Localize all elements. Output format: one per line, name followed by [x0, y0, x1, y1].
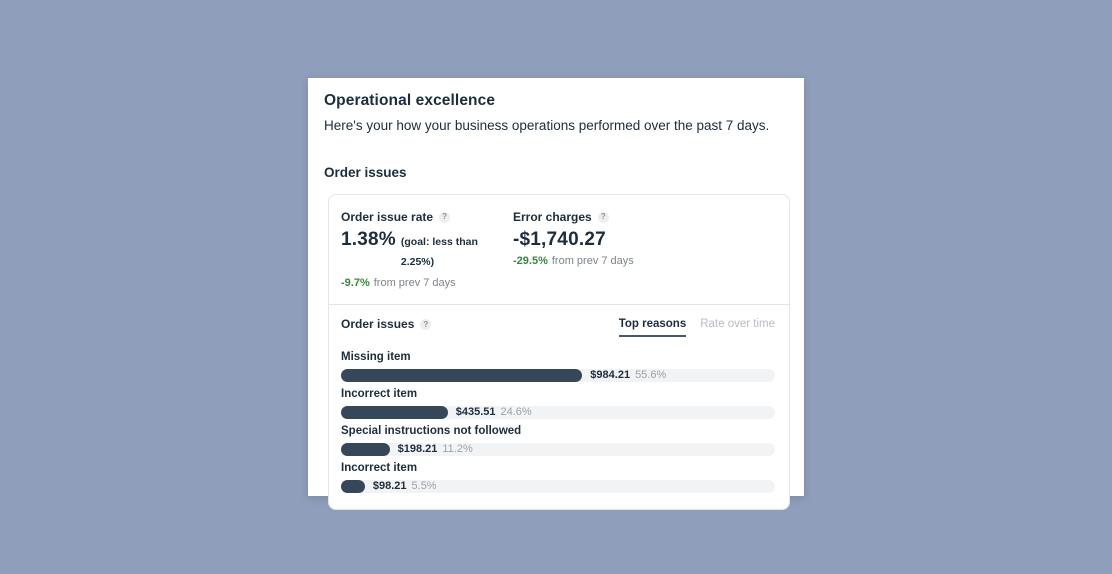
- chart-tabs: Top reasons Rate over time: [618, 317, 775, 337]
- bar-fill: [341, 406, 448, 419]
- page-subtitle: Here's your how your business operations…: [324, 118, 770, 133]
- bar-track: $98.21 5.5%: [341, 480, 775, 493]
- stat-trend: -29.5% from prev 7 days: [513, 254, 634, 268]
- bar-fill: [341, 369, 583, 382]
- stat-order-issue-rate: Order issue rate ? 1.38% (goal: less tha…: [341, 210, 513, 290]
- bar-value-label: $435.51 24.6%: [456, 406, 532, 419]
- bar-category-label: Special instructions not followed: [341, 425, 522, 437]
- bar-fill: [341, 443, 390, 456]
- bar-percent: 55.6%: [635, 369, 667, 381]
- tab-rate-over-time[interactable]: Rate over time: [700, 318, 775, 330]
- trend-value: -9.7%: [341, 277, 370, 289]
- chart-title: Order issues: [341, 317, 415, 331]
- chart-header: Order issues ? Top reasons Rate over tim…: [341, 317, 775, 337]
- stat-label: Error charges: [513, 210, 592, 224]
- stat-error-charges: Error charges ? -$1,740.27 -29.5% from pr…: [513, 210, 634, 290]
- bar-amount: $435.51: [455, 406, 496, 418]
- bar-category-label: Incorrect item: [341, 462, 418, 474]
- bar-category-label: Incorrect item: [341, 388, 418, 400]
- stat-label: Order issue rate: [341, 210, 434, 224]
- bar-percent: 5.5%: [411, 480, 437, 492]
- section-title-order-issues: Order issues: [324, 165, 407, 180]
- trend-text: from prev 7 days: [551, 255, 634, 267]
- bar-row-special-instructions: Special instructions not followed $198.2…: [341, 425, 775, 456]
- stat-trend: -9.7% from prev 7 days: [341, 276, 513, 290]
- bar-value-label: $98.21 5.5%: [373, 480, 437, 493]
- help-icon[interactable]: ?: [420, 319, 432, 330]
- stat-value: 1.38%: [341, 229, 396, 250]
- help-icon[interactable]: ?: [439, 211, 451, 223]
- bar-row-incorrect-item-2: Incorrect item $98.21 5.5%: [341, 462, 775, 493]
- tab-top-reasons[interactable]: Top reasons: [618, 317, 687, 337]
- bar-amount: $984.21: [590, 369, 631, 381]
- bar-track: $198.21 11.2%: [341, 443, 775, 456]
- bar-track: $435.51 24.6%: [341, 406, 775, 419]
- bar-row-missing-item: Missing item $984.21 55.6%: [341, 351, 775, 382]
- operational-excellence-card: Operational excellence Here's your how y…: [308, 78, 804, 510]
- bar-amount: $198.21: [397, 443, 438, 455]
- bar-amount: $98.21: [372, 480, 407, 492]
- trend-text: from prev 7 days: [373, 277, 456, 289]
- order-issues-panel: Order issue rate ? 1.38% (goal: less tha…: [328, 194, 790, 510]
- bar-value-label: $984.21 55.6%: [590, 369, 666, 382]
- bar-fill: [341, 480, 365, 493]
- bar-percent: 11.2%: [442, 443, 473, 455]
- stat-value: -$1,740.27: [513, 229, 606, 250]
- bar-row-incorrect-item: Incorrect item $435.51 24.6%: [341, 388, 775, 419]
- help-icon[interactable]: ?: [597, 211, 609, 223]
- trend-value: -29.5%: [513, 255, 548, 267]
- bar-percent: 24.6%: [500, 406, 532, 418]
- bar-value-label: $198.21 11.2%: [398, 443, 473, 456]
- stats-section: Order issue rate ? 1.38% (goal: less tha…: [329, 195, 789, 304]
- bar-category-label: Missing item: [341, 351, 411, 363]
- chart-section: Order issues ? Top reasons Rate over tim…: [329, 304, 789, 509]
- page-title: Operational excellence: [324, 92, 496, 109]
- bar-chart: Missing item $984.21 55.6% Incorrect item: [341, 351, 775, 493]
- stat-goal-note: (goal: less than 2.25%): [400, 236, 478, 268]
- bar-track: $984.21 55.6%: [341, 369, 775, 382]
